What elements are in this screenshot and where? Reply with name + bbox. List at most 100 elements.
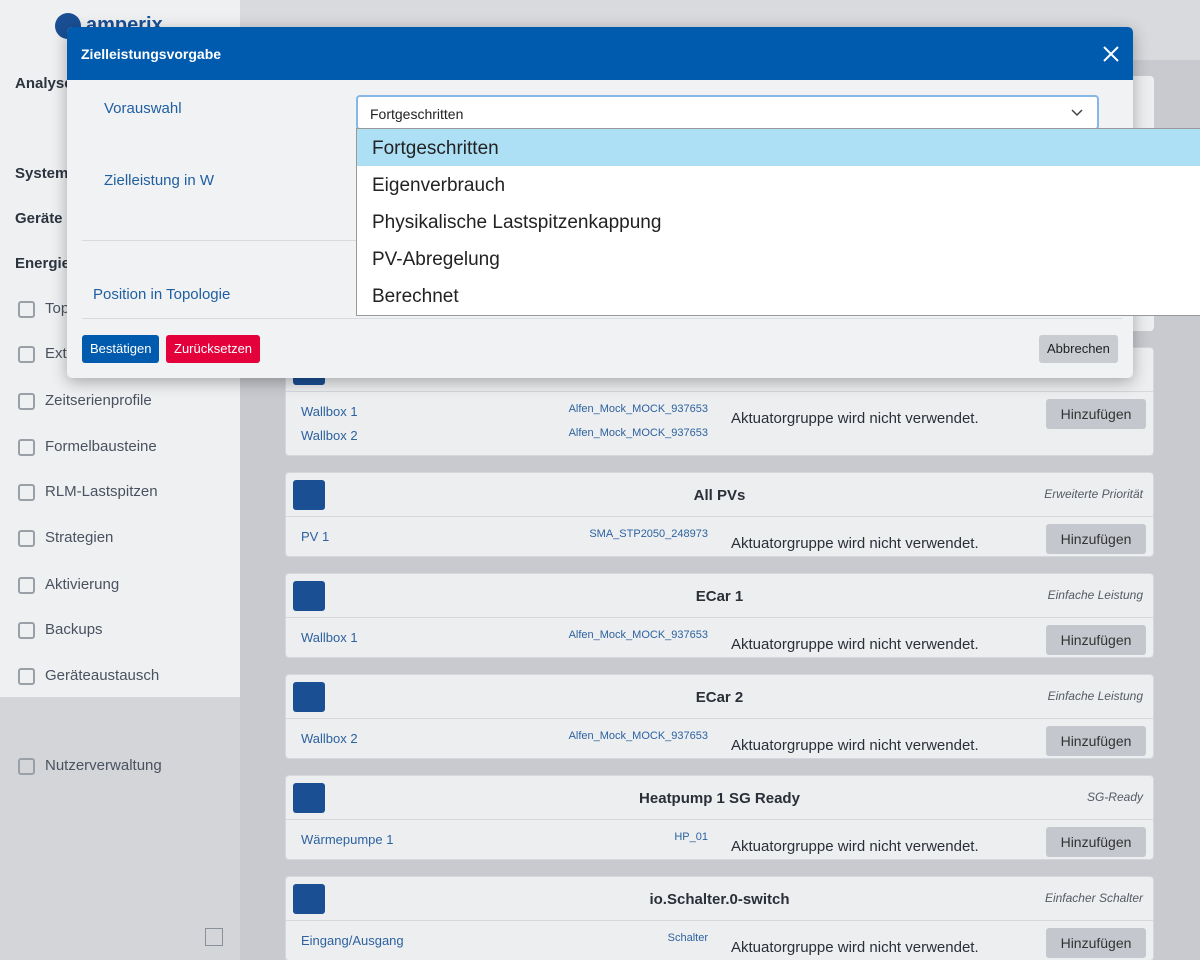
group-mode: Einfache Leistung xyxy=(1047,689,1143,703)
group-card: All PVs Erweiterte Priorität PV 1 SMA_STP20… xyxy=(285,472,1154,557)
device-name[interactable]: Wallbox 1 xyxy=(301,404,358,419)
select-value: Fortgeschritten xyxy=(370,106,464,122)
edit-button[interactable] xyxy=(293,581,325,611)
group-mode: Einfache Leistung xyxy=(1047,588,1143,602)
device-id: Alfen_Mock_MOCK_937653 xyxy=(568,427,708,439)
field-label: Zielleistung in W xyxy=(104,172,215,189)
device-name[interactable]: Wärmepumpe 1 xyxy=(301,832,394,847)
edit-button[interactable] xyxy=(293,783,325,813)
group-mode: SG-Ready xyxy=(1086,790,1143,804)
device-name[interactable]: Wallbox 1 xyxy=(301,630,358,645)
chevron xyxy=(1071,109,1083,117)
card-body: Wallbox 1 Alfen_Mock_MOCK_937653 Aktuatorg… xyxy=(286,618,1153,657)
nav-icon xyxy=(18,622,35,639)
add-button[interactable]: Hinzufügen xyxy=(1046,928,1146,958)
close-button[interactable] xyxy=(1103,46,1119,62)
edit-button[interactable] xyxy=(293,884,325,914)
card-header: ECar 2 Einfache Leistung xyxy=(286,675,1153,719)
nav-icon xyxy=(18,346,35,363)
device-id: Schalter xyxy=(667,932,708,944)
add-button[interactable]: Hinzufügen xyxy=(1046,726,1146,756)
divider xyxy=(82,318,1122,319)
nav-icon xyxy=(18,758,35,775)
nav-icon xyxy=(18,301,35,318)
card-header: ECar 1 Einfache Leistung xyxy=(286,574,1153,618)
dropdown: Fortgeschritten Eigenverbrauch Physikalisc… xyxy=(356,128,1200,316)
dropdown-option[interactable]: Physikalische Lastspitzenkappung xyxy=(372,212,662,233)
nav-item[interactable]: Aktivierung xyxy=(45,576,120,593)
group-title: io.Schalter.0-switch xyxy=(649,891,790,908)
group-list: Wallbox 1 Alfen_Mock_MOCK_937653 Wallbox 2… xyxy=(285,347,1154,960)
device-row: Wallbox 1 Alfen_Mock_MOCK_937653 xyxy=(286,625,1153,649)
group-status: Aktuatorgruppe wird nicht verwendet. xyxy=(731,737,979,754)
dropdown-option[interactable]: Eigenverbrauch xyxy=(372,175,506,196)
group-card: ECar 2 Einfache Leistung Wallbox 2 Alfen_Mo… xyxy=(285,674,1154,759)
device-id: Alfen_Mock_MOCK_937653 xyxy=(568,730,708,742)
nav-item[interactable]: Zeitserienprofile xyxy=(45,392,152,409)
add-button[interactable]: Hinzufügen xyxy=(1046,625,1146,655)
nav-icon xyxy=(18,577,35,594)
group-title: All PVs xyxy=(693,487,746,504)
device-name[interactable]: PV 1 xyxy=(301,529,330,544)
dropdown-option[interactable]: PV-Abregelung xyxy=(372,249,500,270)
edit-button[interactable] xyxy=(293,480,325,510)
card-body: Wallbox 1 Alfen_Mock_MOCK_937653 Wallbox 2… xyxy=(286,392,1153,455)
group-status: Aktuatorgruppe wird nicht verwendet. xyxy=(731,535,979,552)
card-body: PV 1 SMA_STP2050_248973 Aktuatorgruppe wir… xyxy=(286,517,1153,556)
add-button[interactable]: Hinzufügen xyxy=(1046,524,1146,554)
device-name[interactable]: Wallbox 2 xyxy=(301,731,358,746)
reset-button[interactable]: Zurücksetzen xyxy=(166,335,261,363)
nav-section[interactable]: Energie xyxy=(15,255,71,272)
device-id: SMA_STP2050_248973 xyxy=(589,528,708,540)
dropdown-option[interactable]: Berechnet xyxy=(372,286,459,307)
card-body: Wallbox 2 Alfen_Mock_MOCK_937653 Aktuatorg… xyxy=(286,719,1153,758)
cancel-button[interactable]: Abbrechen xyxy=(1039,335,1118,363)
device-row: Wallbox 2 Alfen_Mock_MOCK_937653 xyxy=(286,726,1153,750)
select[interactable]: Fortgeschritten xyxy=(356,95,1099,130)
device-name[interactable]: Eingang/Ausgang xyxy=(301,933,404,948)
group-title: Heatpump 1 SG Ready xyxy=(639,790,800,807)
device-id: Alfen_Mock_MOCK_937653 xyxy=(568,403,708,415)
nav-item[interactable]: Strategien xyxy=(45,529,114,546)
group-mode: Erweiterte Priorität xyxy=(1044,487,1143,501)
add-button[interactable]: Hinzufügen xyxy=(1046,827,1146,857)
nav-icon xyxy=(18,484,35,501)
nav-item[interactable]: Ext. xyxy=(45,345,71,362)
device-row: PV 1 SMA_STP2050_248973 xyxy=(286,524,1153,548)
device-row: Wärmepumpe 1 HP_01 xyxy=(286,827,1153,851)
card-body: Eingang/Ausgang Schalter Aktuatorgruppe wi… xyxy=(286,921,1153,960)
nav-item[interactable]: Backups xyxy=(45,621,103,638)
device-id: HP_01 xyxy=(674,831,708,843)
collapse-button[interactable] xyxy=(205,928,223,946)
nav-item[interactable]: Nutzerverwaltung xyxy=(45,757,162,774)
confirm-button[interactable]: Bestätigen xyxy=(82,335,160,363)
modal-title: Zielleistungsvorgabe xyxy=(81,46,222,62)
group-status: Aktuatorgruppe wird nicht verwendet. xyxy=(731,939,979,956)
device-row: Wallbox 2 Alfen_Mock_MOCK_937653 xyxy=(286,423,1153,447)
nav-item[interactable]: Formelbausteine xyxy=(45,438,157,455)
edit-button[interactable] xyxy=(293,682,325,712)
nav-icon xyxy=(18,668,35,685)
card-header: Heatpump 1 SG Ready SG-Ready xyxy=(286,776,1153,820)
nav-section[interactable]: Geräte xyxy=(15,210,63,227)
nav-item[interactable]: Top xyxy=(45,300,70,317)
group-status: Aktuatorgruppe wird nicht verwendet. xyxy=(731,838,979,855)
add-button[interactable]: Hinzufügen xyxy=(1046,399,1146,429)
nav-section[interactable]: System xyxy=(15,165,69,182)
group-title: ECar 2 xyxy=(695,689,744,706)
nav-icon xyxy=(18,439,35,456)
nav-item[interactable]: Geräteaustausch xyxy=(45,667,160,684)
group-status: Aktuatorgruppe wird nicht verwendet. xyxy=(731,410,979,427)
field-label: Position in Topologie xyxy=(93,286,231,303)
group-card: ECar 1 Einfache Leistung Wallbox 1 Alfen_Mo… xyxy=(285,573,1154,658)
group-title: ECar 1 xyxy=(695,588,744,605)
card-body: Wärmepumpe 1 HP_01 Aktuatorgruppe wird nic… xyxy=(286,820,1153,859)
nav-item[interactable]: RLM-Lastspitzen xyxy=(45,483,158,500)
field-label: Vorauswahl xyxy=(104,100,182,117)
nav-section[interactable]: Analyse xyxy=(15,75,73,92)
device-row: Eingang/Ausgang Schalter xyxy=(286,928,1153,952)
dropdown-option[interactable]: Fortgeschritten xyxy=(357,129,1200,166)
device-row: Wallbox 1 Alfen_Mock_MOCK_937653 xyxy=(286,399,1153,423)
device-name[interactable]: Wallbox 2 xyxy=(301,428,358,443)
